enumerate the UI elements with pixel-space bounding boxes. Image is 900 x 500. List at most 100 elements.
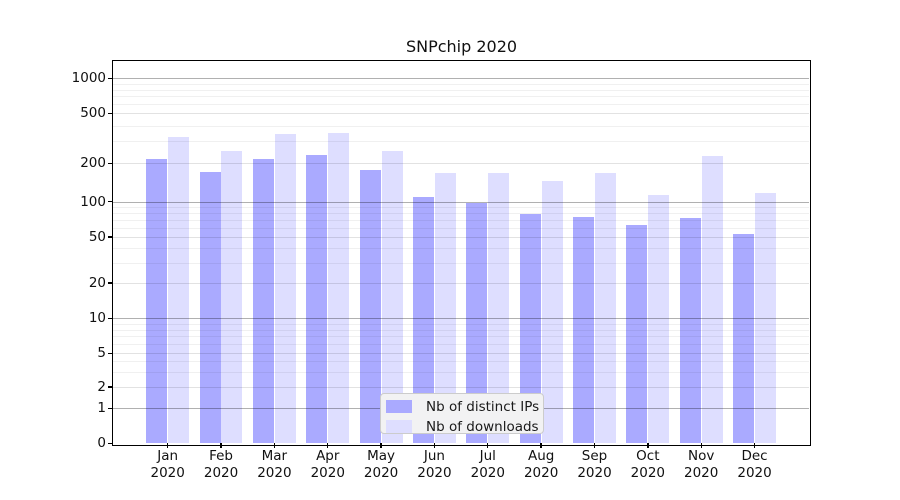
x-tick-year-label: 2020 [577, 465, 612, 482]
x-tick-label: Jan 2020 [138, 448, 198, 482]
x-tick-mark [593, 443, 596, 449]
legend: Nb of distinct IPs Nb of downloads [380, 393, 544, 435]
gridline [113, 163, 809, 165]
x-tick-mark [433, 443, 436, 449]
minor-gridline [113, 336, 809, 338]
y-tick-mark [108, 442, 113, 444]
legend-label-downloads: Nb of downloads [426, 418, 539, 435]
bar-nb-of-downloads-jan [168, 136, 190, 444]
chart-title: SNPchip 2020 [405, 37, 518, 56]
x-tick-label: Nov 2020 [671, 448, 731, 482]
minor-gridline [113, 344, 809, 346]
x-tick-mark [647, 443, 649, 449]
x-tick-label: Oct 2020 [618, 448, 678, 482]
bar-nb-of-downloads-nov [701, 155, 723, 444]
gridline [113, 282, 809, 284]
x-tick-year-label: 2020 [684, 465, 719, 482]
x-tick-year-label: 2020 [363, 465, 399, 482]
y-tick-mark [108, 317, 113, 319]
minor-gridline [113, 206, 809, 208]
x-tick-year-label: 2020 [257, 465, 292, 482]
bar-nb-of-downloads-dec [754, 192, 776, 444]
x-tick-year-label: 2020 [523, 465, 559, 482]
x-tick-year-label: 2020 [310, 465, 345, 482]
minor-gridline [113, 323, 809, 325]
legend-label-distinct-ips: Nb of distinct IPs [426, 398, 540, 415]
legend-entry-distinct-ips: Nb of distinct IPs [386, 398, 543, 415]
bar-nb-of-distinct-ips-apr [306, 154, 328, 444]
y-tick-label: 50 [88, 228, 106, 245]
y-tick-label: 100 [80, 193, 106, 210]
x-tick-year-label: 2020 [470, 465, 505, 482]
x-tick-mark [700, 443, 702, 449]
bar-nb-of-distinct-ips-may [359, 170, 381, 444]
minor-gridline [113, 262, 809, 264]
bar-nb-of-downloads-jul [488, 173, 510, 444]
minor-gridline [113, 329, 809, 331]
x-tick-label: Sep 2020 [565, 448, 625, 482]
y-tick-mark [108, 407, 113, 409]
bar-nb-of-downloads-mar [274, 133, 296, 444]
x-tick-label: Feb 2020 [191, 448, 251, 482]
x-tick-mark [380, 443, 382, 449]
minor-gridline [113, 372, 809, 374]
x-tick-label: Jun 2020 [404, 448, 464, 482]
bar-nb-of-distinct-ips-jan [146, 159, 168, 444]
y-tick-label: 1 [97, 400, 106, 417]
legend-swatch-distinct-ips-icon [386, 400, 412, 413]
major-gridline [113, 78, 809, 80]
y-tick-label: 20 [88, 274, 106, 291]
x-tick-mark [327, 443, 329, 449]
y-tick-label: 200 [80, 155, 106, 172]
bar-nb-of-downloads-apr [328, 132, 350, 444]
minor-gridline [113, 219, 809, 221]
x-tick-year-label: 2020 [417, 465, 452, 482]
gridline [113, 236, 809, 238]
bar-nb-of-downloads-jun [434, 173, 456, 444]
bar-nb-of-distinct-ips-sep [573, 216, 595, 444]
x-tick-label: Aug 2020 [511, 448, 571, 482]
x-tick-label: Apr 2020 [298, 448, 358, 482]
bar-nb-of-distinct-ips-aug [519, 213, 541, 444]
bar-nb-of-distinct-ips-feb [199, 171, 221, 444]
bar-nb-of-downloads-aug [541, 180, 563, 444]
y-tick-label: 10 [88, 310, 106, 327]
minor-gridline [113, 89, 809, 91]
x-tick-mark [487, 443, 489, 449]
legend-entry-downloads: Nb of downloads [386, 418, 543, 435]
y-tick-mark [108, 352, 113, 354]
y-tick-mark [108, 200, 113, 203]
y-tick-mark [108, 282, 113, 284]
gridline [113, 386, 809, 388]
y-tick-label: 0 [97, 435, 106, 452]
bar-nb-of-distinct-ips-dec [733, 233, 755, 444]
gridline [113, 353, 809, 355]
bar-nb-of-distinct-ips-nov [679, 217, 701, 444]
y-tick-label: 1000 [71, 70, 106, 87]
bar-nb-of-distinct-ips-jun [413, 197, 435, 444]
y-tick-label: 5 [97, 345, 106, 362]
minor-gridline [113, 104, 809, 106]
x-tick-mark [540, 443, 542, 449]
bar-nb-of-downloads-may [381, 150, 403, 444]
y-tick-mark [108, 236, 113, 238]
x-tick-year-label: 2020 [150, 465, 185, 482]
bar-nb-of-downloads-feb [221, 151, 243, 444]
bar-nb-of-distinct-ips-oct [626, 225, 648, 444]
minor-gridline [113, 248, 809, 250]
x-tick-label: Dec 2020 [725, 448, 785, 482]
x-tick-label: May 2020 [351, 448, 411, 482]
major-gridline [113, 201, 809, 203]
bar-nb-of-distinct-ips-mar [253, 159, 274, 444]
y-tick-label: 2 [97, 378, 106, 395]
x-tick-mark [273, 443, 276, 449]
x-tick-mark [220, 443, 222, 449]
y-tick-label: 500 [80, 105, 106, 122]
minor-gridline [113, 361, 809, 363]
x-tick-year-label: 2020 [203, 465, 239, 482]
